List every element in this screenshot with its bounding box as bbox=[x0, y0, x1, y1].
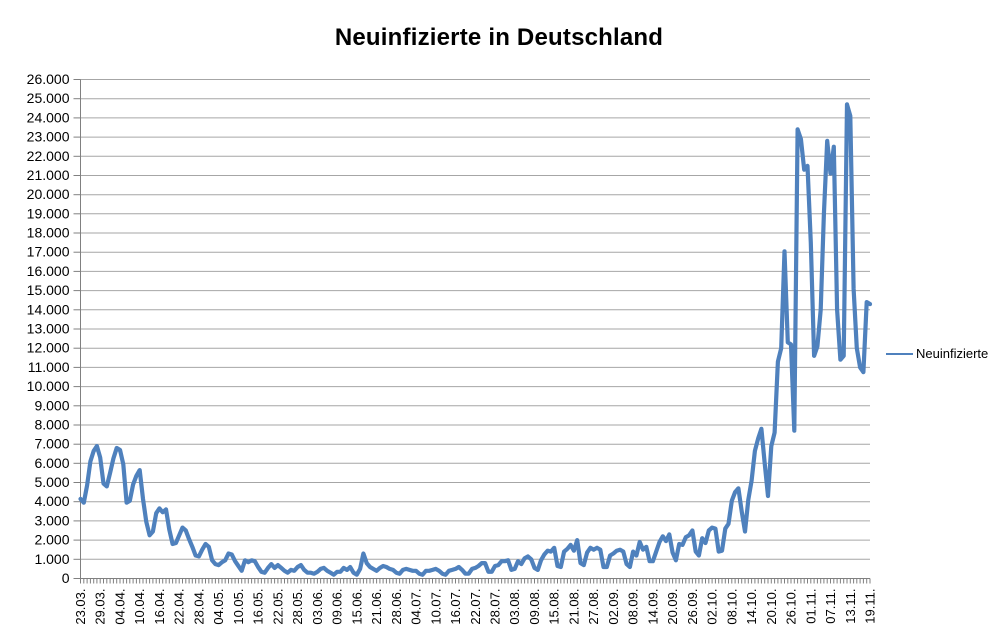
svg-text:13.000: 13.000 bbox=[27, 321, 70, 337]
svg-text:16.05.: 16.05. bbox=[251, 589, 266, 625]
svg-text:9.000: 9.000 bbox=[34, 397, 69, 413]
svg-text:12.000: 12.000 bbox=[27, 340, 70, 356]
svg-text:22.05.: 22.05. bbox=[270, 589, 285, 625]
series-line-neuinfizierte bbox=[78, 102, 873, 577]
legend-line-swatch bbox=[886, 352, 913, 355]
svg-text:14.10.: 14.10. bbox=[744, 589, 759, 625]
svg-text:02.09.: 02.09. bbox=[606, 589, 621, 625]
svg-text:4.000: 4.000 bbox=[34, 493, 69, 509]
svg-text:16.000: 16.000 bbox=[27, 263, 70, 279]
svg-text:2.000: 2.000 bbox=[34, 532, 69, 548]
legend-label: Neuinfizierte bbox=[916, 346, 989, 361]
svg-text:28.05.: 28.05. bbox=[290, 589, 305, 625]
svg-text:08.10.: 08.10. bbox=[724, 589, 739, 625]
svg-text:28.06.: 28.06. bbox=[389, 589, 404, 625]
svg-text:22.07.: 22.07. bbox=[468, 589, 483, 625]
svg-text:21.08.: 21.08. bbox=[566, 589, 581, 625]
gridlines bbox=[80, 79, 870, 560]
x-axis-ticks bbox=[80, 578, 871, 584]
svg-text:20.09.: 20.09. bbox=[665, 589, 680, 625]
svg-text:14.000: 14.000 bbox=[27, 301, 70, 317]
svg-text:28.04.: 28.04. bbox=[191, 589, 206, 625]
svg-text:15.000: 15.000 bbox=[27, 282, 70, 298]
svg-text:16.04.: 16.04. bbox=[152, 589, 167, 625]
svg-text:23.03.: 23.03. bbox=[73, 589, 88, 625]
legend: Neuinfizierte bbox=[886, 346, 988, 361]
svg-text:0: 0 bbox=[62, 570, 70, 586]
svg-text:10.07.: 10.07. bbox=[428, 589, 443, 625]
svg-text:08.09.: 08.09. bbox=[626, 589, 641, 625]
svg-text:02.10.: 02.10. bbox=[705, 589, 720, 625]
svg-text:26.09.: 26.09. bbox=[685, 589, 700, 625]
svg-text:20.000: 20.000 bbox=[27, 186, 70, 202]
svg-text:1.000: 1.000 bbox=[34, 551, 69, 567]
svg-text:8.000: 8.000 bbox=[34, 417, 69, 433]
svg-text:18.000: 18.000 bbox=[27, 225, 70, 241]
svg-text:19.000: 19.000 bbox=[27, 205, 70, 221]
svg-text:22.04.: 22.04. bbox=[172, 589, 187, 625]
svg-text:17.000: 17.000 bbox=[27, 244, 70, 260]
svg-text:7.000: 7.000 bbox=[34, 436, 69, 452]
svg-text:15.08.: 15.08. bbox=[547, 589, 562, 625]
svg-text:10.05.: 10.05. bbox=[231, 589, 246, 625]
svg-text:10.04.: 10.04. bbox=[132, 589, 147, 625]
svg-text:14.09.: 14.09. bbox=[645, 589, 660, 625]
svg-text:04.07.: 04.07. bbox=[409, 589, 424, 625]
svg-text:21.06.: 21.06. bbox=[369, 589, 384, 625]
svg-text:04.05.: 04.05. bbox=[211, 589, 226, 625]
svg-text:09.06.: 09.06. bbox=[330, 589, 345, 625]
svg-text:24.000: 24.000 bbox=[27, 109, 70, 125]
x-axis-labels: 23.03. 29.03. 04.04. 10.04. 16.04. 22.04. 28.0… bbox=[73, 589, 878, 625]
svg-text:3.000: 3.000 bbox=[34, 512, 69, 528]
chart-title: Neuinfizierte in Deutschland bbox=[334, 24, 664, 51]
svg-text:13.11.: 13.11. bbox=[843, 589, 858, 624]
svg-text:25.000: 25.000 bbox=[27, 90, 70, 106]
svg-text:07.11.: 07.11. bbox=[823, 589, 838, 624]
svg-text:26.000: 26.000 bbox=[27, 71, 70, 87]
svg-text:22.000: 22.000 bbox=[27, 148, 70, 164]
svg-text:04.04.: 04.04. bbox=[113, 589, 128, 625]
svg-text:29.03.: 29.03. bbox=[93, 589, 108, 625]
svg-text:01.11.: 01.11. bbox=[803, 589, 818, 624]
svg-text:03.08.: 03.08. bbox=[507, 589, 522, 625]
svg-text:21.000: 21.000 bbox=[27, 167, 70, 183]
y-axis-labels: 0 1.000 2.000 3.000 4.000 5.000 6.000 7.000 8.00… bbox=[27, 71, 81, 586]
svg-text:16.07.: 16.07. bbox=[448, 589, 463, 625]
svg-text:09.08.: 09.08. bbox=[527, 589, 542, 625]
svg-text:10.000: 10.000 bbox=[27, 378, 70, 394]
svg-text:6.000: 6.000 bbox=[34, 455, 69, 471]
svg-text:23.000: 23.000 bbox=[27, 129, 70, 145]
svg-text:11.000: 11.000 bbox=[28, 359, 70, 375]
svg-text:26.10.: 26.10. bbox=[784, 589, 799, 625]
svg-text:27.08.: 27.08. bbox=[586, 589, 601, 625]
svg-text:15.06.: 15.06. bbox=[349, 589, 364, 625]
svg-text:28.07.: 28.07. bbox=[488, 589, 503, 625]
svg-text:20.10.: 20.10. bbox=[764, 589, 779, 625]
svg-text:5.000: 5.000 bbox=[34, 474, 69, 490]
svg-text:03.06.: 03.06. bbox=[310, 589, 325, 625]
svg-text:19.11.: 19.11. bbox=[863, 589, 878, 624]
